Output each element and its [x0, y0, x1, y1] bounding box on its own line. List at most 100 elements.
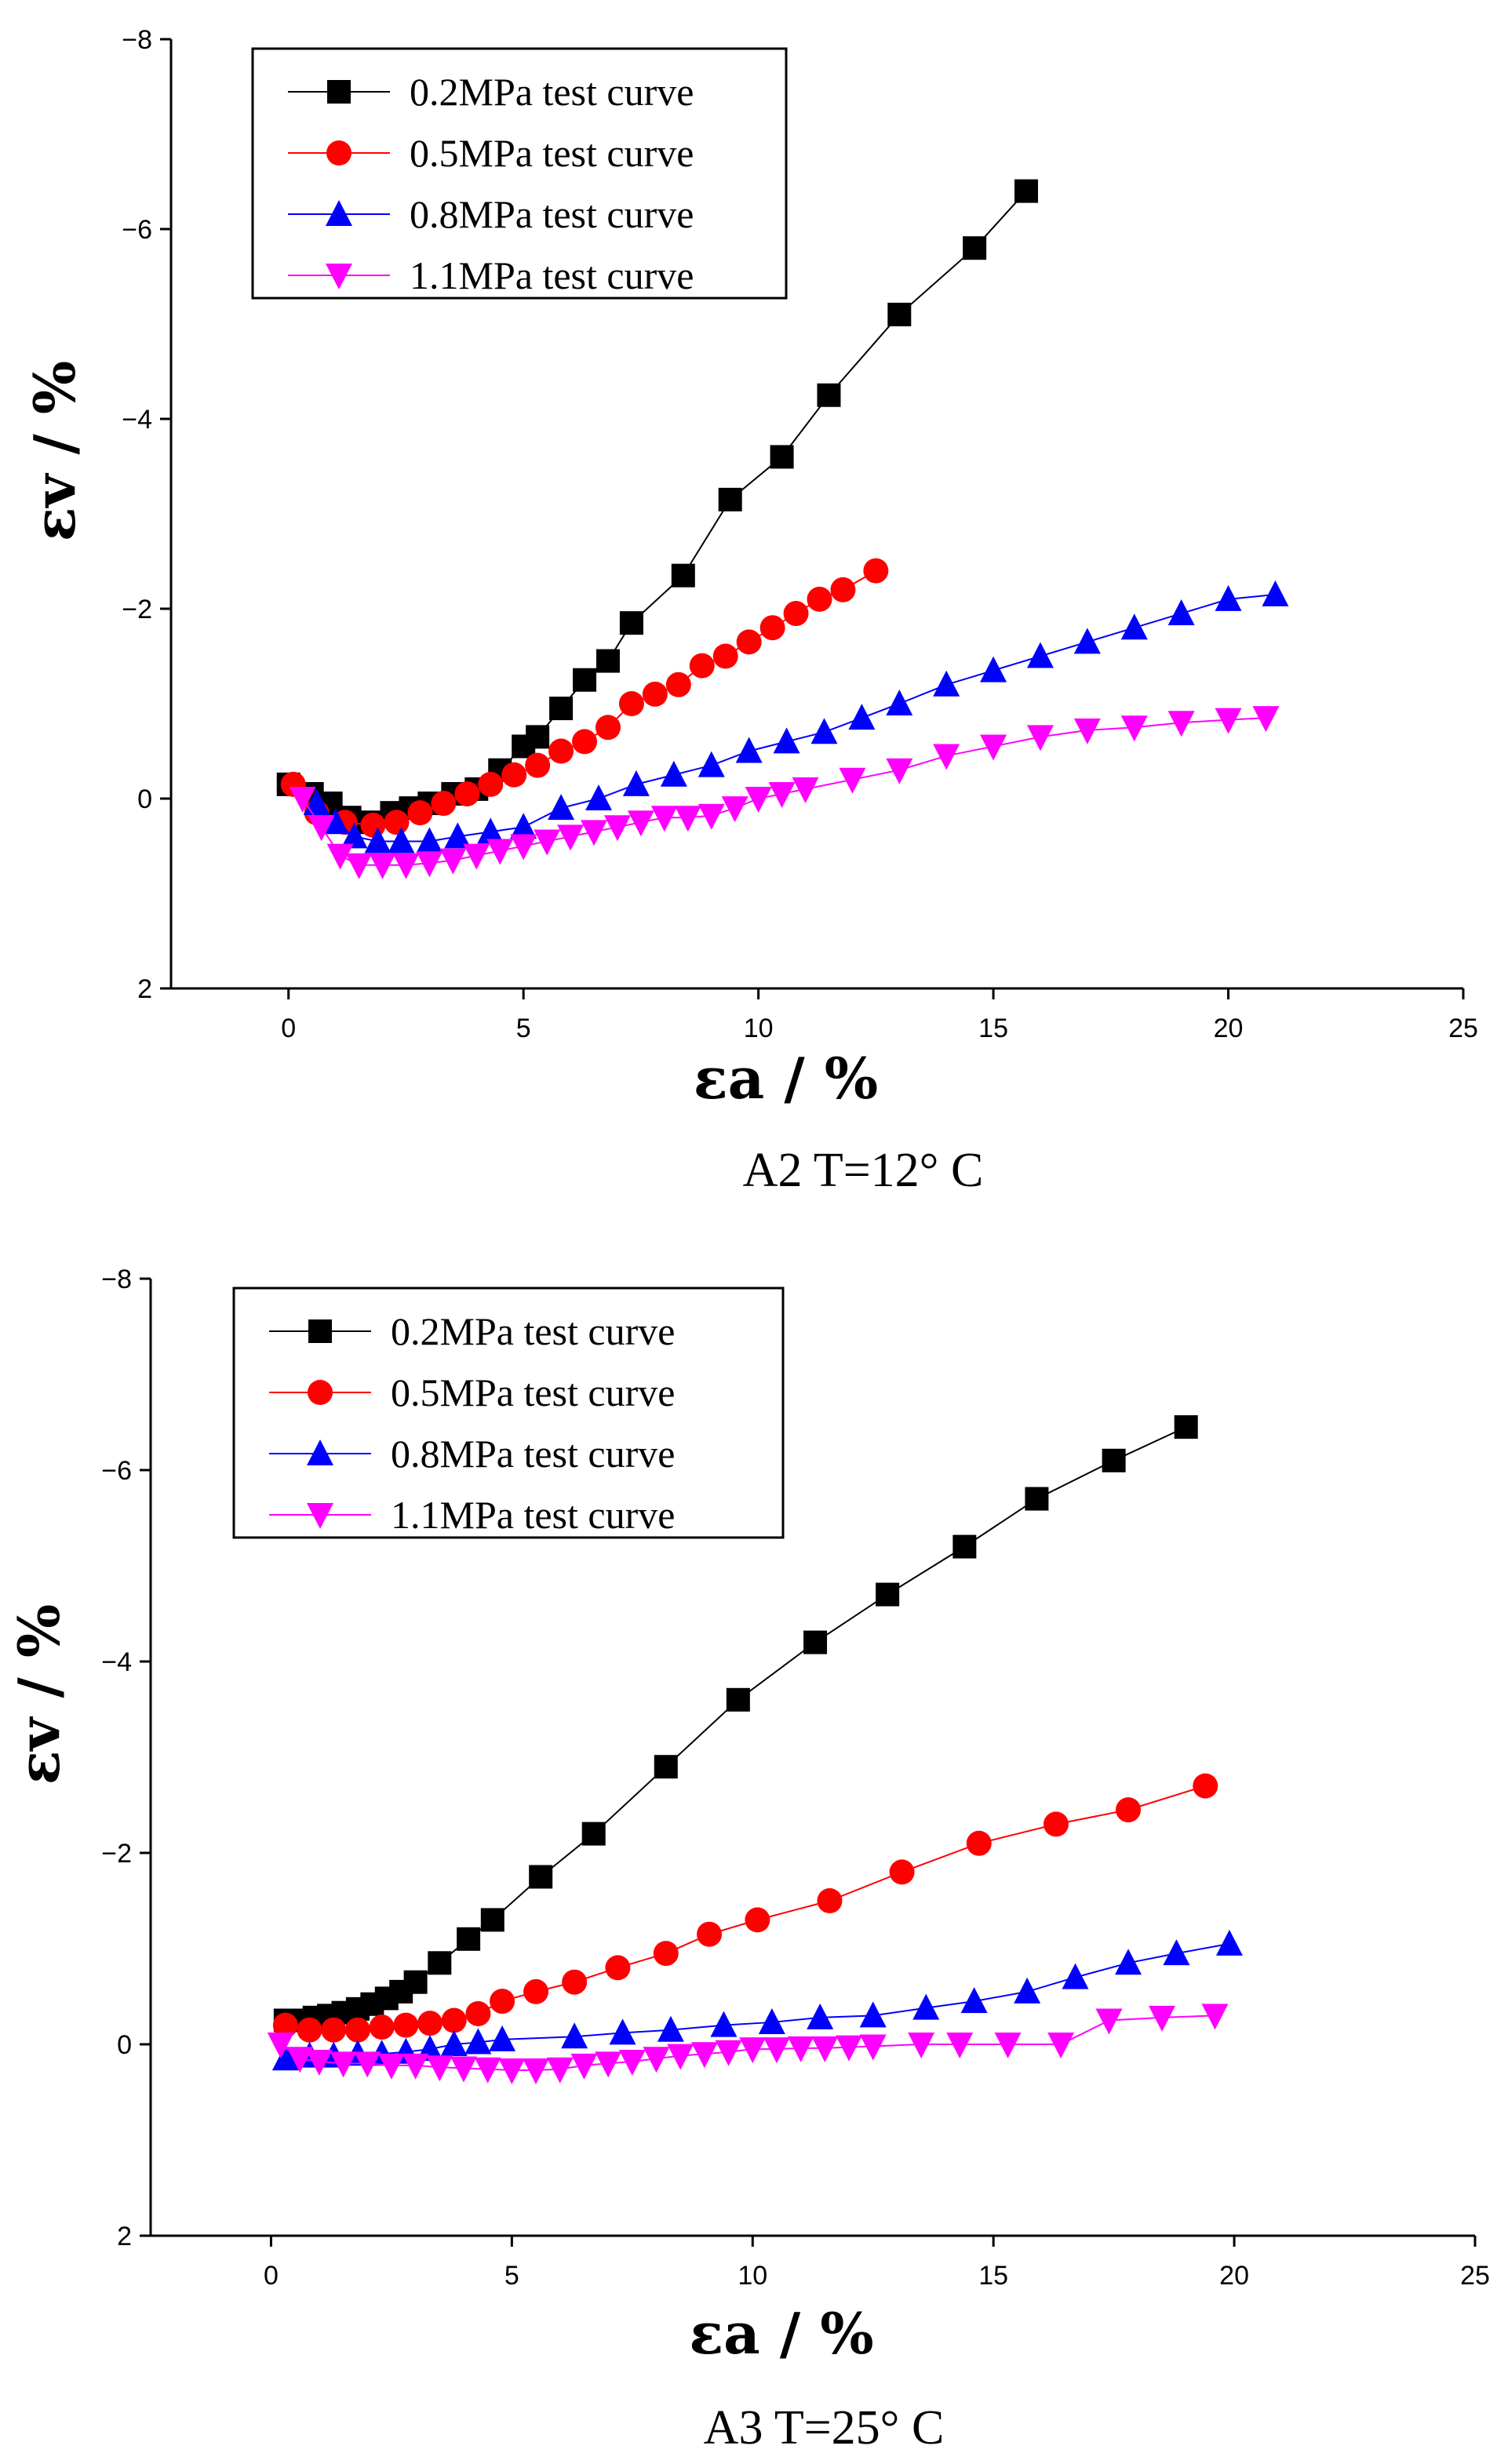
legend-label: 0.2MPa test curve	[391, 1309, 675, 1353]
data-point	[908, 2033, 935, 2058]
chart-caption: A2 T=12° C	[743, 1144, 984, 1197]
data-point	[1252, 706, 1280, 733]
data-point	[618, 691, 644, 716]
data-point	[307, 1439, 333, 1465]
data-point	[326, 264, 352, 289]
data-point	[667, 2044, 694, 2070]
data-point	[1116, 1797, 1142, 1823]
data-point	[1201, 2004, 1229, 2030]
data-point	[595, 715, 621, 741]
data-point	[344, 2017, 370, 2043]
data-point	[549, 697, 574, 721]
data-point	[963, 236, 987, 260]
data-point	[1167, 599, 1195, 626]
data-point	[267, 2033, 294, 2058]
data-point	[463, 843, 490, 870]
data-point	[498, 2058, 526, 2084]
data-point	[364, 827, 392, 853]
data-point	[529, 1865, 553, 1889]
y-tick-label: −8	[122, 25, 152, 55]
data-point	[721, 796, 748, 823]
data-point	[627, 810, 654, 837]
chart-caption: A3 T=25° C	[704, 2401, 945, 2455]
y-axis-title: εv / %	[5, 1604, 72, 1785]
data-point	[763, 2037, 790, 2064]
y-tick-label: −8	[101, 1265, 132, 1294]
data-point	[839, 767, 866, 794]
data-point	[654, 1755, 678, 1779]
data-point	[1262, 580, 1289, 606]
data-point	[836, 2035, 863, 2062]
data-point	[477, 817, 504, 844]
legend-label: 0.2MPa test curve	[410, 70, 694, 114]
x-axis-title: εa / %	[689, 2300, 873, 2367]
data-point	[581, 1822, 606, 1846]
data-point	[322, 808, 349, 835]
data-point	[326, 200, 352, 226]
data-point	[526, 725, 550, 749]
data-point	[548, 794, 575, 821]
data-point	[657, 2015, 684, 2042]
data-point	[490, 1989, 515, 2015]
data-point	[1014, 179, 1039, 203]
data-point	[557, 824, 585, 851]
data-point	[454, 781, 480, 806]
data-point	[603, 815, 631, 842]
data-point	[1215, 708, 1242, 734]
data-point	[803, 1630, 828, 1654]
data-point	[510, 834, 537, 861]
y-tick-label: 0	[137, 784, 152, 814]
data-point	[886, 690, 913, 715]
data-point	[710, 2011, 738, 2037]
data-point	[619, 611, 643, 635]
data-point	[441, 2007, 467, 2033]
x-tick-label: 10	[744, 1014, 774, 1043]
data-point	[402, 2053, 429, 2080]
data-point	[572, 729, 598, 755]
data-point	[308, 1319, 332, 1343]
data-point	[994, 2033, 1022, 2058]
series	[303, 580, 1289, 853]
data-point	[393, 2012, 419, 2038]
data-point	[326, 843, 354, 870]
data-point	[1047, 2033, 1075, 2058]
data-point	[745, 1907, 770, 1933]
data-point	[1120, 613, 1148, 640]
data-point	[369, 853, 396, 879]
data-point	[933, 670, 960, 697]
data-point	[450, 2056, 477, 2083]
series	[280, 558, 889, 838]
data-point	[697, 1921, 723, 1947]
x-tick-label: 15	[978, 1014, 1008, 1043]
data-point	[1163, 1939, 1190, 1966]
x-tick-label: 15	[978, 2261, 1008, 2291]
legend-label: 0.8MPa test curve	[410, 192, 694, 236]
y-tick-label: −4	[101, 1647, 132, 1677]
data-point	[665, 672, 691, 697]
data-point	[305, 2049, 333, 2076]
data-point	[671, 563, 695, 588]
y-tick-label: −6	[122, 215, 152, 245]
data-point	[1025, 1487, 1049, 1511]
data-point	[1149, 2005, 1176, 2032]
x-tick-label: 5	[516, 1014, 531, 1043]
data-point	[489, 2025, 516, 2051]
data-point	[428, 1951, 452, 1975]
data-point	[330, 2051, 357, 2078]
data-point	[548, 738, 574, 764]
legend: 0.2MPa test curve 0.5MPa test curve 0.8MPa…	[232, 1287, 785, 1539]
data-point	[1102, 1448, 1126, 1472]
data-point	[486, 839, 514, 865]
data-point	[886, 758, 913, 784]
data-point	[360, 812, 386, 838]
y-tick-label: 2	[137, 974, 152, 1004]
data-point	[980, 656, 1007, 682]
data-point	[272, 2012, 298, 2038]
data-point	[341, 822, 368, 849]
x-tick-label: 25	[1448, 1014, 1478, 1043]
data-point	[609, 2018, 636, 2045]
data-point	[735, 737, 763, 763]
data-point	[622, 770, 650, 796]
